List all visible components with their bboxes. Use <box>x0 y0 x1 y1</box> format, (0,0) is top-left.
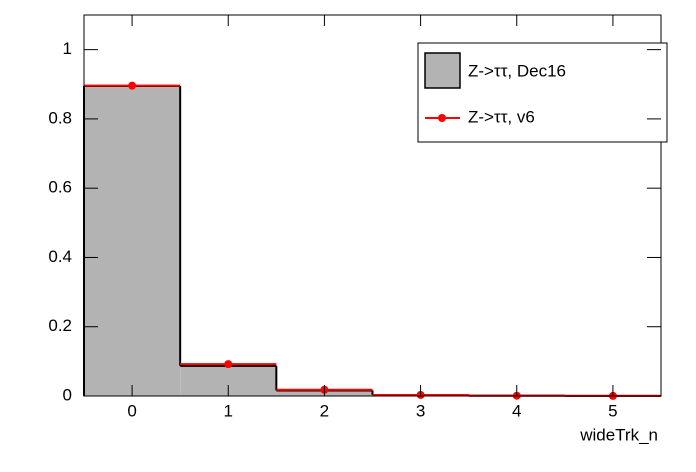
bar <box>84 86 181 396</box>
y-tick-label: 0.2 <box>48 316 72 335</box>
legend-marker <box>438 114 446 122</box>
frame <box>83 14 662 397</box>
legend-label: Z->ττ, Dec16 <box>468 61 566 80</box>
x-tick-label: 0 <box>127 401 136 420</box>
x-tick-label: 2 <box>320 401 329 420</box>
y-tick-label: 0.4 <box>48 247 72 266</box>
x-tick-label: 5 <box>608 401 617 420</box>
legend: Z->ττ, Dec16 Z->ττ, v6 <box>417 42 668 143</box>
legend-label: Z->ττ, v6 <box>468 107 535 126</box>
y-tick-label: 1 <box>63 39 72 58</box>
marker <box>224 360 233 369</box>
y-tick-label: 0.8 <box>48 108 72 127</box>
legend-swatch <box>424 52 461 89</box>
marker <box>128 81 137 90</box>
plot-area <box>83 81 662 400</box>
x-tick-label: 3 <box>416 401 425 420</box>
y-tick-label: 0.6 <box>48 178 72 197</box>
x-axis-label: wideTrk_n <box>579 425 658 444</box>
y-tick-label: 0 <box>63 385 72 404</box>
x-tick-label: 4 <box>512 401 521 420</box>
x-tick-label: 1 <box>224 401 233 420</box>
